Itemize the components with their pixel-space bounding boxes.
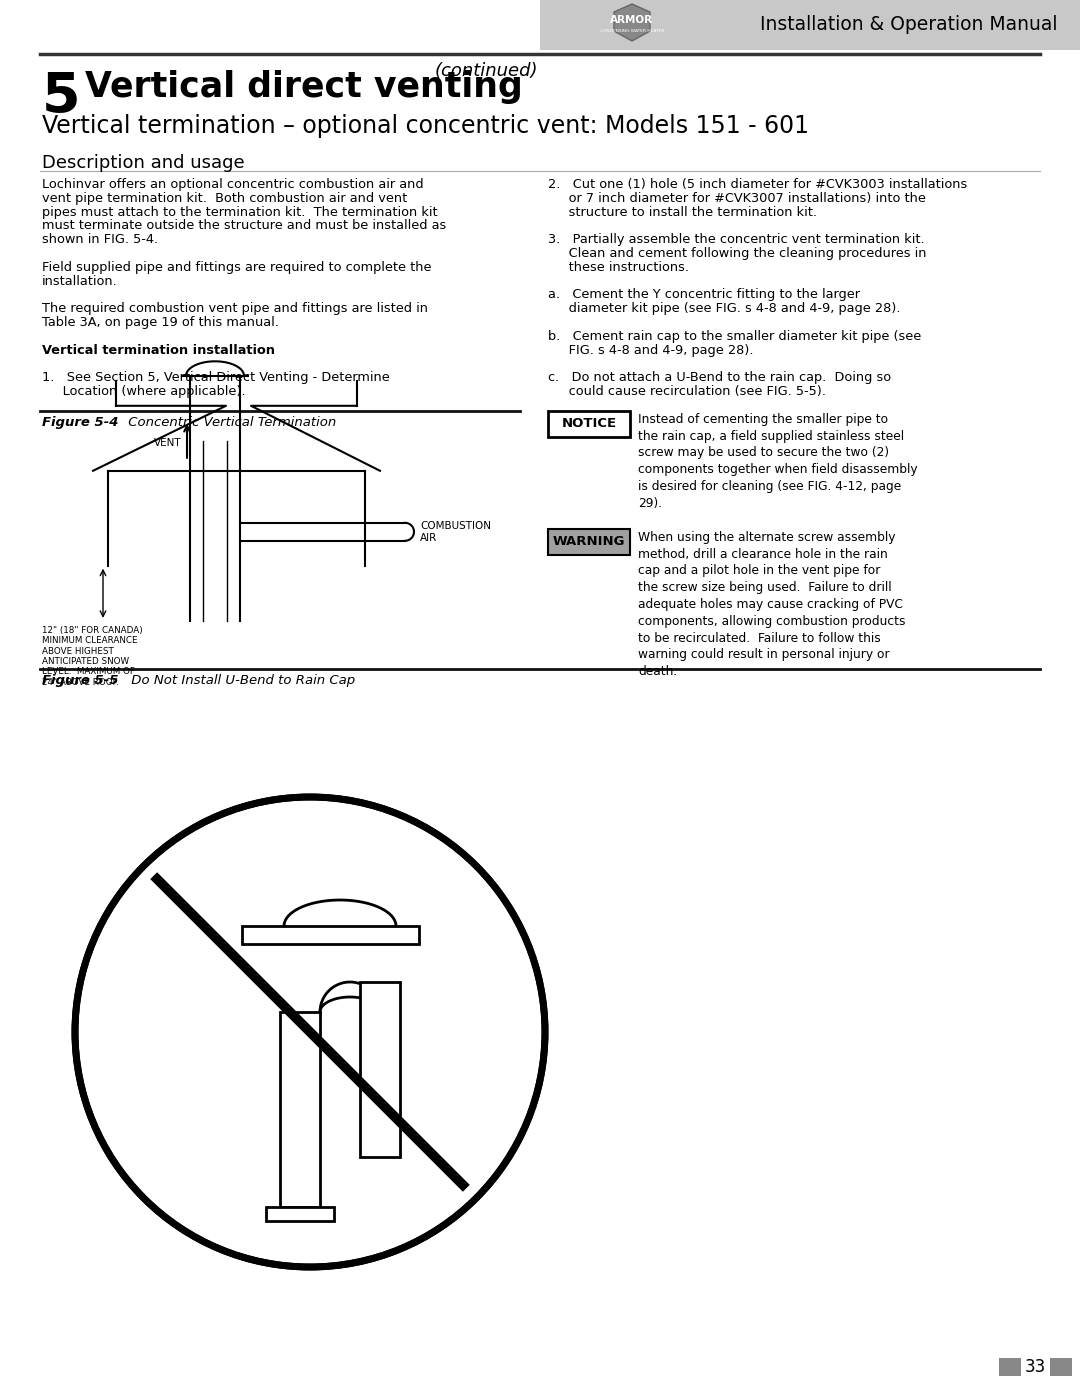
Text: c.   Do not attach a U-Bend to the rain cap.  Doing so: c. Do not attach a U-Bend to the rain ca… bbox=[548, 372, 891, 384]
Text: Figure 5-4: Figure 5-4 bbox=[42, 416, 119, 429]
Text: (continued): (continued) bbox=[435, 61, 539, 80]
Circle shape bbox=[75, 798, 545, 1267]
Bar bbox=[548, 529, 630, 555]
Text: Table 3A, on page 19 of this manual.: Table 3A, on page 19 of this manual. bbox=[42, 316, 279, 330]
Text: Vertical termination – optional concentric vent: Models 151 - 601: Vertical termination – optional concentr… bbox=[42, 115, 809, 138]
Bar bbox=[540, 0, 1080, 50]
Text: Field supplied pipe and fittings are required to complete the: Field supplied pipe and fittings are req… bbox=[42, 261, 432, 274]
Text: ARMOR: ARMOR bbox=[610, 15, 653, 25]
Text: could cause recirculation (see FIG. 5-5).: could cause recirculation (see FIG. 5-5)… bbox=[548, 386, 826, 398]
Text: VENT: VENT bbox=[154, 437, 183, 448]
Text: Figure 5-5: Figure 5-5 bbox=[42, 673, 119, 687]
Text: NOTICE: NOTICE bbox=[562, 418, 617, 430]
Text: When using the alternate screw assembly
method, drill a clearance hole in the ra: When using the alternate screw assembly … bbox=[638, 531, 905, 678]
Text: 1.   See Section 5, Vertical Direct Venting - Determine: 1. See Section 5, Vertical Direct Ventin… bbox=[42, 372, 390, 384]
Text: Lochinvar offers an optional concentric combustion air and: Lochinvar offers an optional concentric … bbox=[42, 177, 423, 191]
Text: must terminate outside the structure and must be installed as: must terminate outside the structure and… bbox=[42, 219, 446, 232]
Text: or 7 inch diameter for #CVK3007 installations) into the: or 7 inch diameter for #CVK3007 installa… bbox=[548, 191, 926, 205]
Text: The required combustion vent pipe and fittings are listed in: The required combustion vent pipe and fi… bbox=[42, 302, 428, 316]
Bar bbox=[999, 1358, 1021, 1376]
Text: WARNING: WARNING bbox=[553, 535, 625, 548]
Bar bbox=[266, 1207, 334, 1221]
Text: a.   Cement the Y concentric fitting to the larger: a. Cement the Y concentric fitting to th… bbox=[548, 288, 860, 302]
Text: COMBUSTION
AIR: COMBUSTION AIR bbox=[420, 521, 491, 542]
Text: 2.   Cut one (1) hole (5 inch diameter for #CVK3003 installations: 2. Cut one (1) hole (5 inch diameter for… bbox=[548, 177, 968, 191]
Text: installation.: installation. bbox=[42, 275, 118, 288]
Text: these instructions.: these instructions. bbox=[548, 261, 689, 274]
Bar bbox=[548, 411, 630, 437]
Text: Vertical termination installation: Vertical termination installation bbox=[42, 344, 275, 356]
Text: Installation & Operation Manual: Installation & Operation Manual bbox=[760, 15, 1058, 35]
Text: vent pipe termination kit.  Both combustion air and vent: vent pipe termination kit. Both combusti… bbox=[42, 191, 407, 205]
Text: 12" (18" FOR CANADA)
MINIMUM CLEARANCE
ABOVE HIGHEST
ANTICIPATED SNOW
LEVEL.  MA: 12" (18" FOR CANADA) MINIMUM CLEARANCE A… bbox=[42, 626, 143, 687]
Bar bbox=[280, 1011, 320, 1207]
Text: Instead of cementing the smaller pipe to
the rain cap, a field supplied stainles: Instead of cementing the smaller pipe to… bbox=[638, 412, 918, 510]
Text: 33: 33 bbox=[1024, 1358, 1045, 1376]
Text: pipes must attach to the termination kit.  The termination kit: pipes must attach to the termination kit… bbox=[42, 205, 437, 218]
Text: Vertical direct venting: Vertical direct venting bbox=[85, 70, 523, 103]
Bar bbox=[1050, 1358, 1072, 1376]
Text: shown in FIG. 5-4.: shown in FIG. 5-4. bbox=[42, 233, 158, 246]
Text: Description and usage: Description and usage bbox=[42, 154, 245, 172]
Polygon shape bbox=[615, 4, 650, 41]
Text: structure to install the termination kit.: structure to install the termination kit… bbox=[548, 205, 816, 218]
Text: Location (where applicable).: Location (where applicable). bbox=[42, 386, 245, 398]
Text: CONDENSING WATER HEATER: CONDENSING WATER HEATER bbox=[599, 29, 664, 34]
Bar bbox=[360, 982, 400, 1157]
Text: diameter kit pipe (see FIG. s 4-8 and 4-9, page 28).: diameter kit pipe (see FIG. s 4-8 and 4-… bbox=[548, 302, 901, 316]
Text: 5: 5 bbox=[42, 70, 81, 124]
Bar bbox=[242, 926, 419, 944]
Text: Concentric Vertical Termination: Concentric Vertical Termination bbox=[124, 416, 336, 429]
Text: 3.   Partially assemble the concentric vent termination kit.: 3. Partially assemble the concentric ven… bbox=[548, 233, 924, 246]
Text: FIG. s 4-8 and 4-9, page 28).: FIG. s 4-8 and 4-9, page 28). bbox=[548, 344, 754, 356]
Text: Do Not Install U-Bend to Rain Cap: Do Not Install U-Bend to Rain Cap bbox=[127, 673, 355, 687]
Text: b.   Cement rain cap to the smaller diameter kit pipe (see: b. Cement rain cap to the smaller diamet… bbox=[548, 330, 921, 342]
Text: Clean and cement following the cleaning procedures in: Clean and cement following the cleaning … bbox=[548, 247, 927, 260]
